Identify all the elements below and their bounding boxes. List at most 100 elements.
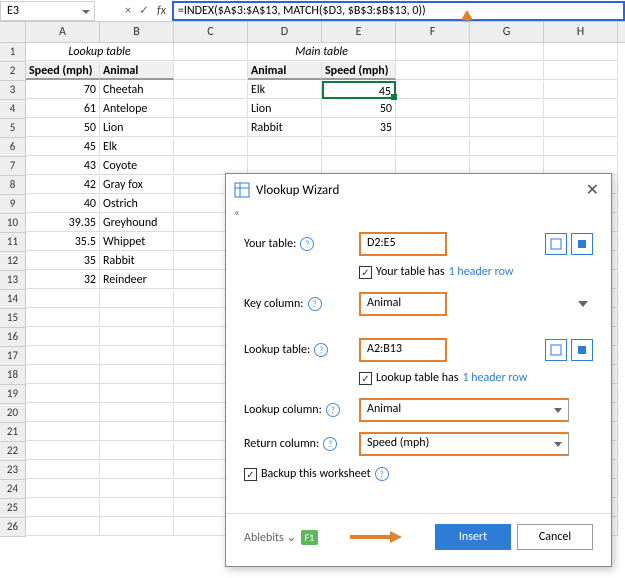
row-header[interactable]: 26 — [0, 518, 26, 537]
row-header[interactable]: 4 — [0, 100, 26, 119]
cell[interactable]: Rabbit — [248, 119, 322, 137]
cell[interactable] — [174, 119, 248, 137]
row-header[interactable]: 15 — [0, 309, 26, 328]
expand-range-icon[interactable] — [571, 339, 593, 361]
expand-range-icon[interactable] — [571, 233, 593, 255]
cell[interactable]: Ostrich — [100, 195, 174, 213]
cell[interactable] — [100, 518, 174, 536]
col-header[interactable]: D — [248, 22, 322, 42]
cell[interactable]: 50 — [26, 119, 100, 137]
cell[interactable]: 45 — [322, 81, 396, 99]
cell[interactable] — [26, 385, 100, 403]
col-header[interactable]: A — [26, 22, 100, 42]
cell[interactable] — [396, 43, 470, 61]
cell[interactable] — [544, 43, 618, 61]
row-header[interactable]: 14 — [0, 290, 26, 309]
cell[interactable] — [470, 62, 544, 80]
checkbox-icon[interactable]: ✓ — [244, 468, 257, 481]
cell[interactable] — [248, 138, 322, 156]
cell[interactable]: Elk — [100, 138, 174, 156]
cell[interactable]: 45 — [26, 138, 100, 156]
lookup-column-select[interactable]: Animal — [359, 398, 569, 422]
lookup-table-header-check[interactable]: ✓ Lookup table has 1 header row — [359, 371, 593, 385]
cell[interactable] — [100, 385, 174, 403]
close-icon[interactable]: ✕ — [582, 180, 603, 200]
collapse-icon[interactable]: « — [226, 206, 611, 223]
cell[interactable] — [26, 328, 100, 346]
cell[interactable] — [100, 309, 174, 327]
checkbox-icon[interactable]: ✓ — [359, 266, 372, 279]
ok-fx-icon[interactable]: ✓ — [139, 3, 149, 18]
cell[interactable]: 35 — [26, 252, 100, 270]
cell[interactable]: 43 — [26, 157, 100, 175]
fx-icon[interactable]: fx — [157, 4, 166, 18]
f1-badge[interactable]: F1 — [301, 530, 319, 545]
cell[interactable] — [26, 347, 100, 365]
cell[interactable] — [26, 499, 100, 517]
cell[interactable]: 32 — [26, 271, 100, 289]
cell[interactable] — [26, 404, 100, 422]
cell[interactable] — [100, 328, 174, 346]
help-icon[interactable]: ? — [308, 297, 322, 311]
cell[interactable] — [26, 366, 100, 384]
row-header[interactable]: 19 — [0, 385, 26, 404]
cell[interactable]: Animal — [248, 62, 322, 80]
row-header[interactable]: 6 — [0, 138, 26, 157]
insert-button[interactable]: Insert — [435, 524, 511, 550]
cell[interactable] — [396, 62, 470, 80]
cell[interactable]: 61 — [26, 100, 100, 118]
cell[interactable]: Lion — [248, 100, 322, 118]
cell[interactable]: Elk — [248, 81, 322, 99]
cell[interactable] — [174, 138, 248, 156]
row-header[interactable]: 7 — [0, 157, 26, 176]
your-table-input[interactable]: D2:E5 — [359, 232, 447, 256]
row-header[interactable]: 21 — [0, 423, 26, 442]
col-header[interactable]: C — [174, 22, 248, 42]
your-table-header-check[interactable]: ✓ Your table has 1 header row — [359, 265, 593, 279]
cell[interactable]: Rabbit — [100, 252, 174, 270]
cell[interactable] — [396, 100, 470, 118]
help-icon[interactable]: ? — [323, 437, 337, 451]
cell[interactable] — [470, 81, 544, 99]
cell[interactable]: 42 — [26, 176, 100, 194]
cell[interactable] — [100, 480, 174, 498]
cell[interactable]: 35.5 — [26, 233, 100, 251]
cell[interactable] — [396, 81, 470, 99]
row-header[interactable]: 9 — [0, 195, 26, 214]
col-header[interactable]: E — [322, 22, 396, 42]
return-column-select[interactable]: Speed (mph) — [359, 432, 569, 456]
cell[interactable] — [470, 119, 544, 137]
cell[interactable]: Lion — [100, 119, 174, 137]
ablebits-link[interactable]: Ablebits ⌄ — [244, 530, 297, 545]
row-header[interactable]: 20 — [0, 404, 26, 423]
row-header[interactable]: 13 — [0, 271, 26, 290]
name-box[interactable]: E3 — [0, 1, 95, 21]
cell[interactable]: Gray fox — [100, 176, 174, 194]
cell[interactable] — [100, 499, 174, 517]
backup-check[interactable]: ✓ Backup this worksheet ? — [244, 467, 593, 481]
cell[interactable] — [100, 290, 174, 308]
row-header[interactable]: 12 — [0, 252, 26, 271]
row-header[interactable]: 1 — [0, 43, 26, 62]
select-range-icon[interactable] — [545, 233, 567, 255]
cell[interactable] — [174, 62, 248, 80]
cell[interactable]: Reindeer — [100, 271, 174, 289]
cell[interactable]: 40 — [26, 195, 100, 213]
cell[interactable] — [544, 81, 618, 99]
cell[interactable]: 39.35 — [26, 214, 100, 232]
formula-input[interactable]: =INDEX($A$3:$A$13, MATCH($D3, $B$3:$B$13… — [172, 1, 625, 21]
cell[interactable]: Greyhound — [100, 214, 174, 232]
cell[interactable] — [26, 309, 100, 327]
col-header[interactable]: G — [470, 22, 544, 42]
row-header[interactable]: 25 — [0, 499, 26, 518]
cell[interactable]: 70 — [26, 81, 100, 99]
cell[interactable] — [396, 119, 470, 137]
cell[interactable] — [470, 100, 544, 118]
col-header[interactable]: F — [396, 22, 470, 42]
cell[interactable] — [544, 138, 618, 156]
row-header[interactable]: 23 — [0, 461, 26, 480]
cell[interactable] — [100, 423, 174, 441]
cell[interactable] — [544, 100, 618, 118]
cell[interactable] — [100, 404, 174, 422]
row-header[interactable]: 8 — [0, 176, 26, 195]
